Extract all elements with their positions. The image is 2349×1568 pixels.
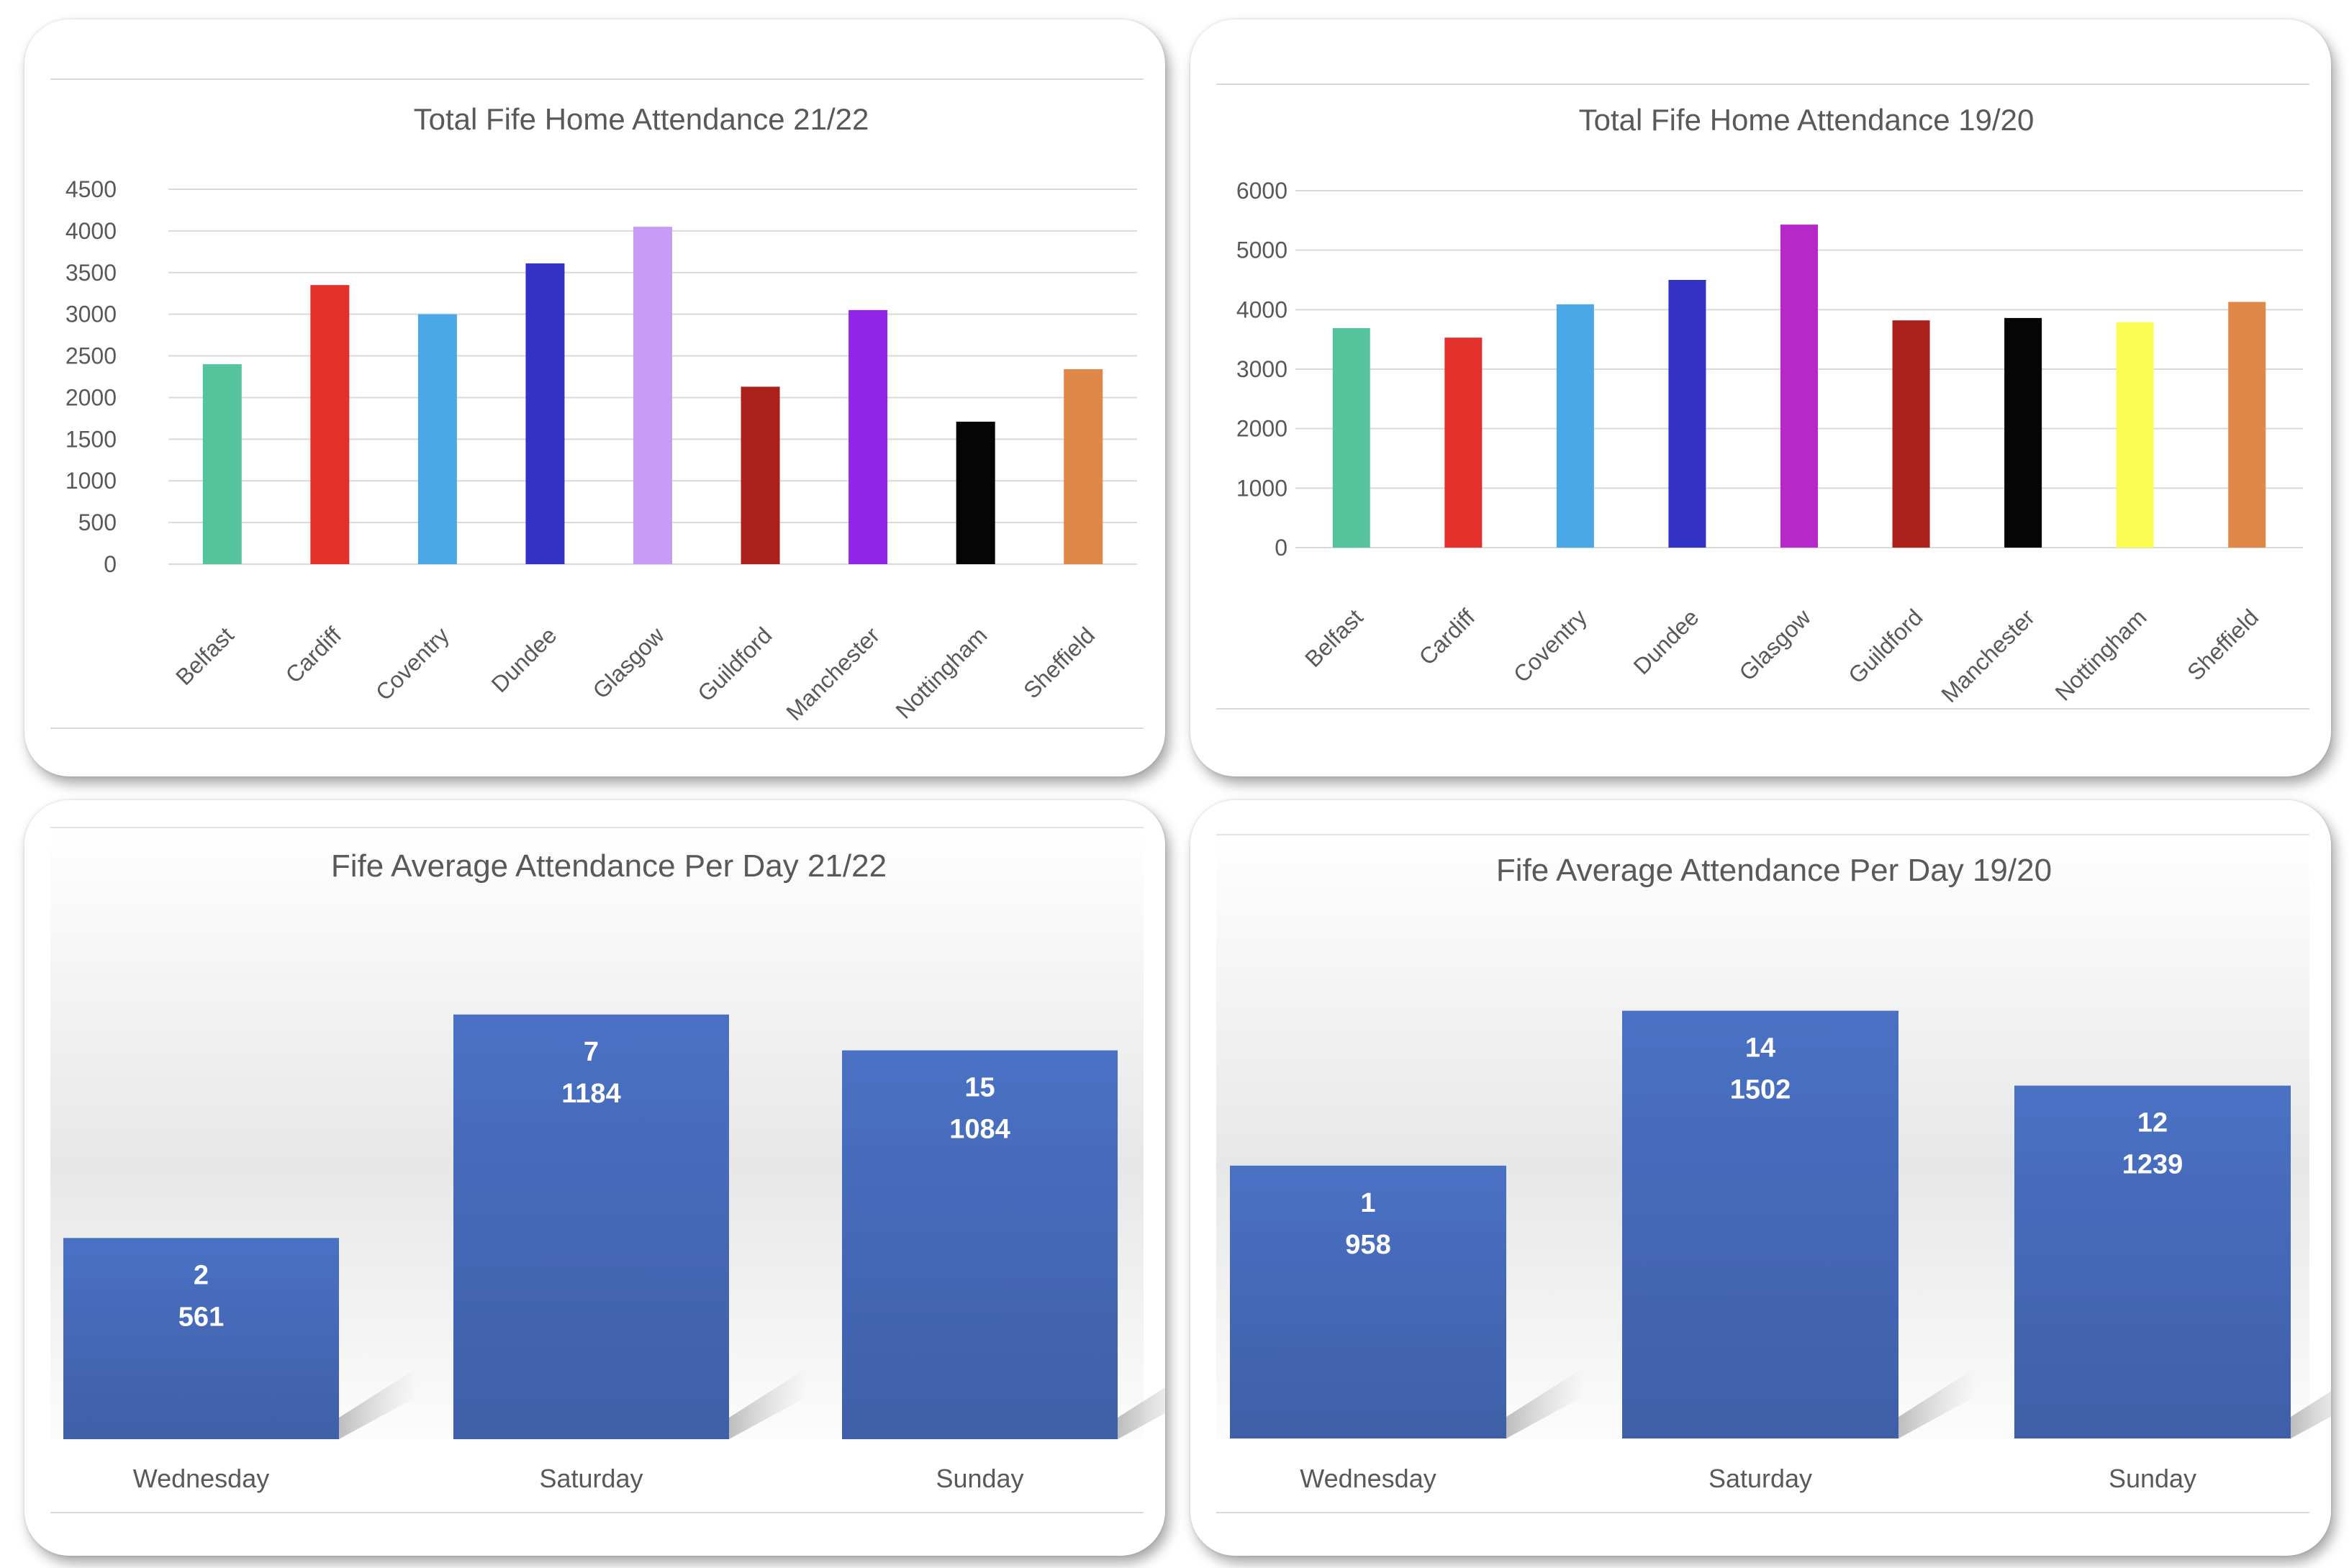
y-tick-label: 4000 [65, 218, 117, 244]
chart-title: Fife Average Attendance Per Day 21/22 [331, 848, 887, 884]
y-tick-label: 4500 [65, 176, 117, 202]
bar-nottingham [956, 422, 995, 564]
y-tick-label: 2500 [65, 343, 117, 369]
category-label: Nottingham [890, 622, 992, 723]
chart-title: Total Fife Home Attendance 19/20 [1579, 103, 2035, 137]
category-label: Nottingham [2050, 604, 2151, 705]
bar-cardiff [310, 285, 350, 564]
bar-count-label: 12 [2137, 1108, 2168, 1138]
y-tick-label: 3000 [65, 302, 117, 327]
category-label: Coventry [1508, 604, 1592, 687]
bar-saturday [1622, 1010, 1898, 1438]
chart-panel-attendance-2122: Total Fife Home Attendance 21/22 0 500 1000… [24, 19, 1165, 776]
y-tick-label: 1000 [1236, 475, 1287, 501]
bar-count-label: 2 [194, 1260, 209, 1290]
bar-shadow [2291, 1391, 2331, 1438]
category-label: Cardiff [1414, 604, 1480, 670]
category-label: Sunday [936, 1464, 1023, 1493]
y-tick-label: 6000 [1236, 178, 1287, 204]
y-tick-label: 500 [78, 509, 117, 535]
bar-cardiff [1444, 337, 1483, 548]
bar-coventry [1556, 304, 1594, 548]
category-label: Dundee [486, 622, 562, 697]
bar-saturday [453, 1014, 729, 1439]
bar-value-label: 1084 [949, 1115, 1010, 1145]
bar-sheffield [2228, 302, 2266, 548]
y-tick-label: 3000 [1236, 356, 1287, 382]
category-label: Belfast [171, 622, 239, 690]
bar-value-label: 1502 [1730, 1075, 1791, 1105]
category-label: Glasgow [1734, 604, 1816, 686]
category-label: Guildford [692, 622, 777, 706]
bar-value-label: 561 [178, 1302, 224, 1332]
y-tick-label: 2000 [65, 384, 117, 410]
y-tick-label: 1500 [65, 426, 117, 452]
bar-value-label: 958 [1345, 1230, 1390, 1260]
bar-nottingham [2116, 322, 2154, 548]
bar-shadow [1118, 1387, 1165, 1439]
category-label: Manchester [781, 622, 884, 725]
bar-chart-average-per-day-2122: Fife Average Attendance Per Day 21/22 2 56… [50, 827, 1165, 1513]
bar-guildford [1892, 320, 1930, 548]
y-tick-label: 5000 [1236, 237, 1287, 263]
y-tick-label: 4000 [1236, 296, 1287, 322]
bar-guildford [741, 386, 780, 564]
chart-panel-average-per-day-2122: Fife Average Attendance Per Day 21/22 2 56… [24, 800, 1165, 1556]
bar-manchester [2004, 317, 2042, 548]
bar-value-label: 1184 [561, 1079, 620, 1109]
bar-chart-attendance-2122: Total Fife Home Attendance 21/22 0 500 1000… [50, 78, 1144, 729]
category-label: Glasgow [587, 622, 669, 704]
category-label: Saturday [1708, 1464, 1812, 1493]
category-label: Saturday [539, 1464, 643, 1493]
bar-count-label: 1 [1360, 1188, 1375, 1218]
bar-glasgow [633, 227, 672, 564]
bar-glasgow [1780, 225, 1818, 548]
y-tick-label: 0 [104, 551, 117, 577]
bar-count-label: 14 [1745, 1033, 1775, 1064]
y-tick-label: 2000 [1236, 416, 1287, 442]
category-label: Coventry [371, 622, 454, 705]
bar-sunday [842, 1050, 1118, 1439]
y-tick-label: 0 [1275, 535, 1287, 561]
bar-shadow [1506, 1367, 1585, 1438]
y-tick-label: 3500 [65, 260, 117, 286]
bar-dundee [1668, 280, 1706, 548]
bar-sheffield [1064, 369, 1103, 564]
category-label: Belfast [1300, 604, 1368, 672]
category-label: Sunday [2109, 1464, 2196, 1493]
bar-value-label: 1239 [2122, 1150, 2183, 1180]
y-tick-label: 1000 [65, 468, 117, 494]
chart-panel-attendance-1920: Total Fife Home Attendance 19/20 0 1000 200… [1190, 19, 2331, 776]
bar-chart-attendance-1920: Total Fife Home Attendance 19/20 0 1000 200… [1216, 83, 2309, 710]
category-label: Wednesday [1300, 1464, 1436, 1493]
bar-belfast [1332, 327, 1370, 548]
category-label: Wednesday [133, 1464, 269, 1493]
category-label: Manchester [1936, 604, 2040, 707]
bar-dundee [525, 263, 565, 564]
bar-wednesday [63, 1238, 339, 1439]
bar-belfast [202, 364, 242, 564]
bar-manchester [848, 309, 888, 564]
bar-shadow [339, 1367, 418, 1439]
category-label: Guildford [1843, 604, 1927, 688]
bar-count-label: 15 [964, 1073, 995, 1103]
bar-sunday [2014, 1085, 2291, 1438]
bar-wednesday [1230, 1165, 1506, 1438]
bar-coventry [417, 314, 457, 564]
category-label: Sheffield [2182, 604, 2263, 685]
chart-title: Total Fife Home Attendance 21/22 [414, 102, 869, 136]
category-label: Sheffield [1018, 622, 1100, 703]
bar-count-label: 7 [584, 1037, 599, 1067]
bar-shadow [1898, 1367, 1978, 1438]
bar-chart-average-per-day-1920: Fife Average Attendance Per Day 19/20 1 95… [1216, 834, 2331, 1513]
category-label: Cardiff [281, 622, 347, 688]
category-label: Dundee [1629, 604, 1704, 679]
chart-panel-average-per-day-1920: Fife Average Attendance Per Day 19/20 1 95… [1190, 800, 2331, 1556]
bar-shadow [729, 1367, 808, 1439]
chart-title: Fife Average Attendance Per Day 19/20 [1496, 853, 2052, 888]
